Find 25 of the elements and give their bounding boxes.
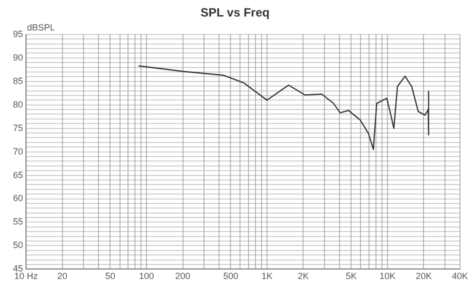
x-tick-label: 50 <box>105 271 116 282</box>
x-tick-label: 40K <box>452 271 468 282</box>
y-tick-label: 75 <box>12 122 24 133</box>
y-tick-label: 45 <box>12 264 24 274</box>
y-tick-label: 70 <box>12 146 24 156</box>
y-tick-label: 50 <box>12 240 24 250</box>
x-tick-label: 5K <box>346 271 357 282</box>
y-tick-label: 95 <box>12 28 24 39</box>
x-tick-label: 10K <box>379 271 396 282</box>
x-tick-label: 10 Hz <box>14 271 38 282</box>
x-tick-label: 100 <box>138 271 154 282</box>
x-tick-label: 20 <box>57 271 68 282</box>
x-tick-label: 1K <box>261 271 272 282</box>
y-tick-label: 85 <box>12 76 24 86</box>
y-tick-label: 80 <box>12 99 24 110</box>
x-tick-label: 2K <box>298 271 309 282</box>
x-tick-label: 500 <box>223 271 238 282</box>
x-tick-label: 20K <box>416 271 432 282</box>
y-axis-title: dBSPL <box>27 22 56 32</box>
y-tick-label: 90 <box>12 52 24 62</box>
y-tick-label: 65 <box>12 170 24 180</box>
y-tick-label: 60 <box>12 193 24 204</box>
chart-title: SPL vs Freq <box>200 6 270 20</box>
y-tick-label: 55 <box>12 216 24 227</box>
x-tick-label: 200 <box>175 271 190 282</box>
